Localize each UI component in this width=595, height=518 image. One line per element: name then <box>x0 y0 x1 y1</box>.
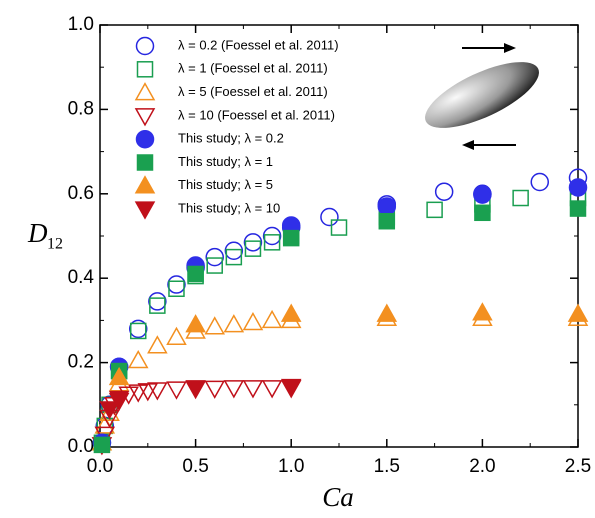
legend-marker <box>135 129 155 149</box>
x-axis-label: Ca <box>322 482 354 512</box>
data-point <box>168 280 185 297</box>
data-point <box>137 383 159 402</box>
data-point <box>166 381 187 400</box>
data-point <box>225 248 243 266</box>
legend-marker <box>135 36 155 56</box>
data-point <box>569 200 587 217</box>
data-point <box>128 319 148 339</box>
data-point <box>108 390 130 409</box>
data-point <box>378 212 396 230</box>
data-point <box>376 303 398 322</box>
data-point <box>474 204 491 222</box>
data-point <box>127 384 149 403</box>
legend-label: λ = 5 (Foessel et al. 2011) <box>178 84 328 99</box>
data-point <box>261 309 283 329</box>
data-point <box>224 241 244 261</box>
data-point <box>167 275 186 294</box>
data-point <box>262 226 282 246</box>
data-point <box>320 207 339 227</box>
y-tick-label: 0.0 <box>68 436 94 457</box>
legend-marker <box>134 108 156 127</box>
data-point <box>205 247 224 267</box>
data-point <box>512 189 529 207</box>
data-point <box>280 303 302 322</box>
data-point <box>204 380 226 399</box>
data-point <box>129 322 147 340</box>
data-point <box>99 401 120 420</box>
legend-label: This study; λ = 1 <box>178 154 273 169</box>
legend-marker <box>136 154 154 171</box>
x-tick-label: 2.0 <box>469 456 495 477</box>
data-point <box>223 380 245 399</box>
data-point <box>147 382 168 401</box>
data-point <box>473 185 492 204</box>
y-tick-label: 0.8 <box>68 98 94 119</box>
legend-label: This study; λ = 0.2 <box>178 131 284 146</box>
y-tick-label: 0.6 <box>68 183 94 204</box>
x-tick-label: 1.0 <box>278 456 304 477</box>
inset <box>425 43 539 150</box>
legend-label: λ = 1 (Foessel et al. 2011) <box>178 61 328 76</box>
data-point <box>149 297 166 314</box>
data-point <box>166 326 187 346</box>
legend-marker <box>134 175 156 194</box>
data-point <box>244 240 262 257</box>
data-point <box>426 201 443 219</box>
data-point <box>330 219 348 236</box>
data-point <box>568 178 588 197</box>
data-point <box>282 229 300 247</box>
data-point <box>377 197 397 216</box>
data-point <box>187 265 204 283</box>
legend-marker <box>134 82 156 101</box>
data-point <box>530 172 550 192</box>
x-tick-label: 1.5 <box>374 456 400 477</box>
legend-label: λ = 0.2 (Foessel et al. 2011) <box>178 37 339 52</box>
data-point <box>185 380 206 399</box>
legend-label: λ = 10 (Foessel et al. 2011) <box>178 107 335 122</box>
data-point <box>127 349 149 369</box>
data-point <box>243 233 263 252</box>
data-point <box>567 303 589 322</box>
x-tick-label: 0.5 <box>182 456 208 477</box>
y-tick-label: 0.2 <box>68 352 94 373</box>
data-point <box>204 316 226 335</box>
data-point <box>242 311 264 331</box>
data-point <box>147 335 168 354</box>
y-tick-label: 0.4 <box>68 267 95 288</box>
data-point <box>185 314 206 333</box>
data-point <box>263 234 281 251</box>
legend-label: This study; λ = 10 <box>178 201 280 216</box>
y-axis-label-subscript: 12 <box>47 236 63 253</box>
data-point <box>261 380 283 399</box>
data-point <box>108 366 130 386</box>
data-point <box>280 378 302 398</box>
data-point <box>148 292 167 311</box>
legend-marker <box>136 61 154 78</box>
legend-label: This study; λ = 5 <box>178 177 273 192</box>
y-axis-label: D <box>27 218 48 248</box>
x-tick-label: 0.0 <box>87 456 113 477</box>
data-point <box>434 182 454 201</box>
legend-marker <box>134 201 156 220</box>
data-point <box>206 257 223 274</box>
data-point <box>472 302 493 321</box>
x-tick-label: 2.5 <box>565 456 591 477</box>
data-point <box>242 380 264 399</box>
y-tick-label: 1.0 <box>68 14 94 35</box>
data-point <box>93 436 111 454</box>
data-point <box>223 314 245 333</box>
